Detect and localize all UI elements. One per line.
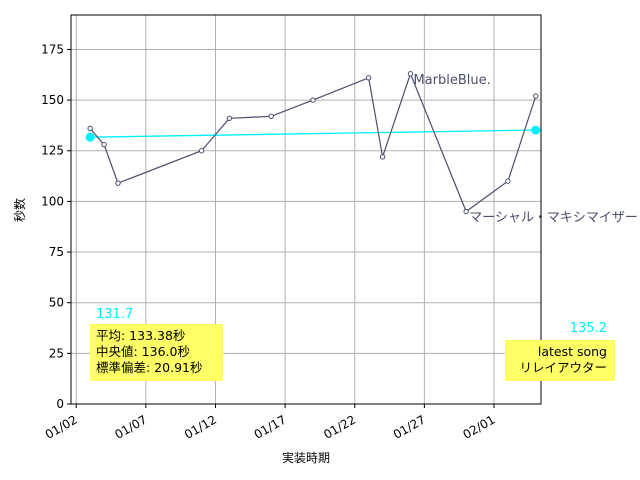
trend-endpoint bbox=[85, 132, 95, 142]
y-tick-label: 0 bbox=[56, 397, 64, 411]
x-tick-label: 01/22 bbox=[321, 412, 358, 441]
y-tick-label: 100 bbox=[41, 194, 64, 208]
data-point bbox=[365, 75, 372, 81]
stats-mean: 平均: 133.38秒 bbox=[96, 328, 185, 343]
axis-ticks: 0 25 50 75 100 125 150 175 01/02 01/07 01/12 01/17 0… bbox=[41, 42, 497, 441]
y-axis-label: 秒数 bbox=[12, 198, 27, 222]
stats-stddev: 標準偏差: 20.91秒 bbox=[96, 360, 202, 375]
latest-title: リレイアウター bbox=[519, 360, 607, 375]
trend-end-label: 135.2 bbox=[570, 321, 607, 336]
x-tick-label: 01/17 bbox=[252, 412, 289, 441]
data-point bbox=[101, 141, 107, 148]
x-tick-label: 02/01 bbox=[461, 412, 498, 441]
data-point bbox=[115, 180, 121, 186]
data-point bbox=[226, 115, 233, 122]
data-point bbox=[379, 154, 386, 160]
latest-song-box: latest song リレイアウター bbox=[505, 340, 615, 381]
series-line bbox=[89, 72, 537, 213]
data-point bbox=[87, 125, 93, 132]
trend-line bbox=[90, 129, 536, 138]
y-tick-label: 175 bbox=[41, 42, 64, 56]
stats-box: 平均: 133.38秒 中央値: 136.0秒 標準偏差: 20.91秒 bbox=[90, 324, 223, 381]
data-point bbox=[268, 113, 274, 120]
x-axis-label: 実装時期 bbox=[282, 450, 330, 465]
data-point bbox=[533, 93, 539, 99]
point-label: MarbleBlue. bbox=[413, 73, 490, 88]
latest-box-background bbox=[505, 340, 615, 381]
y-tick-label: 150 bbox=[41, 93, 64, 107]
y-tick-label: 75 bbox=[49, 245, 64, 259]
grid-lines bbox=[71, 15, 541, 405]
data-point bbox=[463, 208, 469, 215]
x-tick-label: 01/02 bbox=[43, 412, 80, 441]
x-tick-label: 01/07 bbox=[112, 412, 149, 441]
y-tick-label: 125 bbox=[41, 144, 64, 158]
stats-box-background bbox=[90, 324, 223, 381]
stats-median: 中央値: 136.0秒 bbox=[96, 344, 190, 359]
plot-frame bbox=[70, 14, 542, 405]
data-point bbox=[407, 71, 414, 77]
annotations-layer: MarbleBlue. マーシャル・マキシマイザー 131.7 135.2 bbox=[96, 73, 638, 336]
data-point bbox=[198, 148, 205, 154]
x-tick-label: 01/12 bbox=[182, 412, 219, 441]
x-tick-label: 01/27 bbox=[391, 412, 428, 441]
point-label: マーシャル・マキシマイザー bbox=[469, 211, 638, 226]
y-tick-label: 50 bbox=[49, 296, 64, 310]
latest-caption: latest song bbox=[538, 344, 607, 359]
trend-endpoint bbox=[531, 125, 541, 135]
data-point bbox=[310, 97, 316, 103]
y-tick-label: 25 bbox=[49, 346, 64, 360]
data-point bbox=[505, 178, 511, 184]
trend-start-label: 131.7 bbox=[96, 307, 133, 322]
series-layer bbox=[85, 71, 541, 215]
